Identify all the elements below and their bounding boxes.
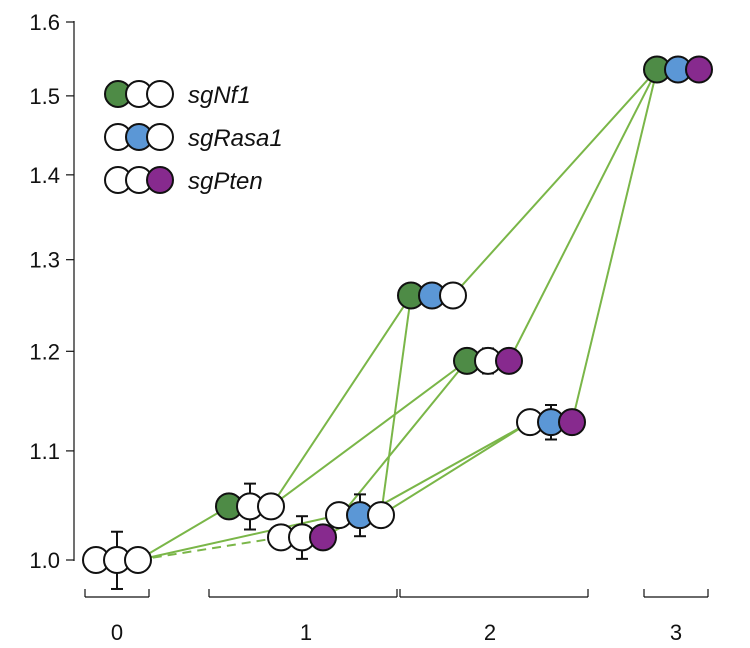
legend-label: sgNf1 <box>188 82 251 109</box>
edge-nf1_pten-to-all <box>508 69 658 362</box>
edges-layer <box>137 68 658 561</box>
node-none <box>82 530 152 590</box>
y-tick-label: 1.0 <box>29 548 60 573</box>
y-tick-label: 1.1 <box>29 439 60 464</box>
node-nf1 <box>215 482 285 531</box>
legend-dot <box>146 166 174 194</box>
genotype-dot <box>439 281 467 310</box>
y-tick-label: 1.4 <box>29 163 60 188</box>
genotype-dot <box>685 55 713 84</box>
node-all <box>643 55 713 84</box>
node-rasa1_pten <box>516 404 586 441</box>
edge-nf1-to-nf1_pten <box>270 360 468 508</box>
legend-dot <box>146 80 174 108</box>
x-tick-label: 1 <box>300 620 312 645</box>
y-tick-label: 1.3 <box>29 248 60 273</box>
x-tick-label: 2 <box>484 620 496 645</box>
y-tick-label: 1.5 <box>29 84 60 109</box>
legend-label: sgRasa1 <box>188 125 283 152</box>
edge-nf1_rasa1-to-all <box>452 68 658 297</box>
genotype-dot <box>257 492 285 521</box>
genotype-dot <box>367 501 395 530</box>
y-tick-label: 1.2 <box>29 339 60 364</box>
edge-none-to-nf1 <box>137 505 230 561</box>
node-pten <box>267 515 337 560</box>
genotype-dot <box>124 546 152 574</box>
genotype-dot <box>558 408 586 437</box>
axes: 1.0 1.1 1.2 1.3 1.4 1.5 1.6 0 1 2 3 <box>29 10 709 645</box>
legend: sgNf1 sgRasa1 sgPten <box>104 80 283 195</box>
edge-none-to-pten <box>137 536 282 561</box>
legend-dot <box>146 123 174 151</box>
node-rasa1 <box>325 493 395 538</box>
edge-nf1-to-nf1_rasa1 <box>270 294 412 507</box>
edge-rasa1-to-rasa1_pten <box>380 421 531 516</box>
genotype-dot <box>495 346 523 375</box>
edge-rasa1_pten-to-all <box>571 69 658 423</box>
nodes-layer <box>82 55 713 590</box>
y-tick-label: 1.6 <box>29 10 60 35</box>
edge-rasa1-to-nf1_rasa1 <box>380 295 412 516</box>
edge-none-to-rasa1 <box>137 514 340 561</box>
node-nf1_pten <box>453 346 523 375</box>
legend-item: sgPten <box>104 166 263 195</box>
x-tick-label: 3 <box>670 620 682 645</box>
legend-item: sgRasa1 <box>104 123 283 152</box>
node-nf1_rasa1 <box>397 281 467 310</box>
x-tick-label: 0 <box>111 620 123 645</box>
legend-item: sgNf1 <box>104 80 251 109</box>
genotype-dot <box>309 523 337 552</box>
legend-label: sgPten <box>188 168 263 195</box>
